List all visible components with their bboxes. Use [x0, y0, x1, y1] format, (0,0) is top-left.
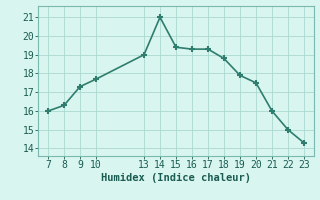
X-axis label: Humidex (Indice chaleur): Humidex (Indice chaleur) — [101, 173, 251, 183]
